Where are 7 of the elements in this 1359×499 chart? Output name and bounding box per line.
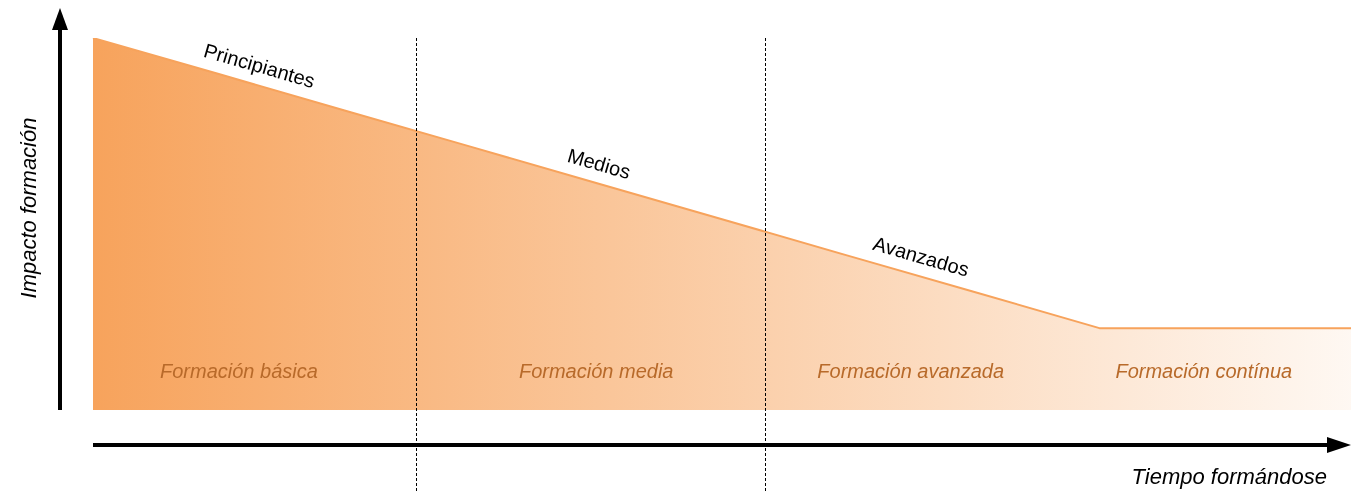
x-axis-title: Tiempo formándose — [1131, 464, 1327, 490]
y-axis-title: Impacto formación — [16, 117, 42, 299]
annotation: Formación contínua — [1115, 359, 1293, 382]
annotation: Formación avanzada — [817, 359, 1005, 382]
annotation: Medios — [565, 144, 634, 184]
annotation: Formación básica — [160, 359, 318, 382]
annotation: Formación media — [518, 359, 674, 382]
